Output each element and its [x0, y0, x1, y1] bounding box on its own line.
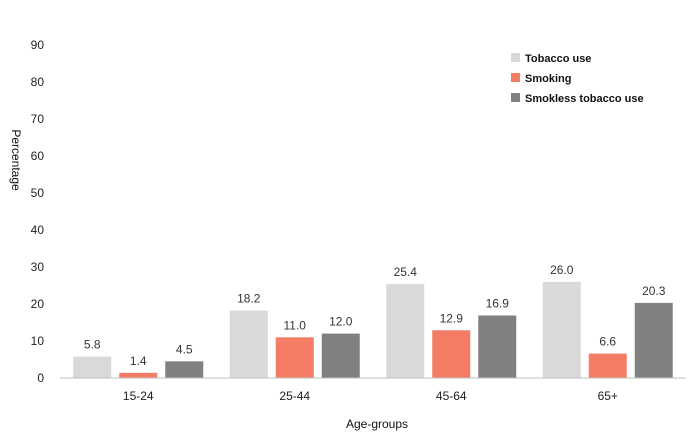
y-tick-label: 10 — [31, 334, 45, 348]
bar-smoking-65+ — [588, 353, 627, 378]
data-label: 6.6 — [599, 335, 616, 349]
y-tick-label: 0 — [37, 371, 44, 385]
bar-tobacco-use-45-64 — [386, 284, 425, 378]
y-tick-label: 40 — [31, 223, 45, 237]
x-tick-label: 45-64 — [436, 389, 467, 403]
legend-label: Tobacco use — [525, 53, 591, 65]
y-axis-title: Percentage — [9, 129, 23, 191]
data-label: 16.9 — [486, 296, 510, 310]
legend-label: Smoking — [525, 73, 571, 85]
data-label: 18.2 — [237, 292, 261, 306]
y-axis-ticks: 0 10 20 30 40 50 60 70 80 90 — [31, 38, 45, 385]
y-tick-label: 90 — [31, 38, 45, 52]
data-labels: 5.8 1.4 4.5 18.2 11.0 12.0 25.4 12.9 16.9 26.0 6.6… — [84, 263, 666, 368]
x-tick-label: 15-24 — [123, 389, 154, 403]
y-tick-label: 60 — [31, 149, 45, 163]
data-label: 26.0 — [550, 263, 574, 277]
bar-tobacco-use-65+ — [542, 281, 581, 378]
data-label: 1.4 — [130, 354, 147, 368]
bar-smoking-25-44 — [275, 337, 314, 378]
y-tick-label: 70 — [31, 112, 45, 126]
x-tick-label: 65+ — [598, 389, 618, 403]
legend-swatch — [511, 73, 520, 82]
data-label: 12.9 — [440, 311, 464, 325]
bar-smoking-45-64 — [432, 330, 471, 378]
data-label: 25.4 — [394, 265, 418, 279]
x-axis-ticks: 15-24 25-44 45-64 65+ — [123, 389, 618, 403]
bar-smokless-tobacco-use-45-64 — [478, 315, 517, 378]
y-tick-label: 20 — [31, 297, 45, 311]
data-label: 4.5 — [176, 342, 193, 356]
data-label: 5.8 — [84, 338, 101, 352]
x-tick-label: 25-44 — [279, 389, 310, 403]
y-tick-label: 50 — [31, 186, 45, 200]
legend-swatch — [511, 53, 520, 62]
bar-smokless-tobacco-use-65+ — [634, 302, 673, 378]
y-tick-label: 80 — [31, 75, 45, 89]
x-axis-title: Age-groups — [346, 417, 408, 431]
legend: Tobacco use Smoking Smokless tobacco use — [511, 53, 644, 105]
data-label: 20.3 — [642, 284, 666, 298]
bars — [73, 281, 673, 378]
data-label: 12.0 — [329, 315, 353, 329]
bar-tobacco-use-25-44 — [229, 310, 268, 378]
legend-label: Smokless tobacco use — [525, 93, 644, 105]
legend-swatch — [511, 93, 520, 102]
bar-smokless-tobacco-use-15-24 — [165, 361, 204, 378]
y-tick-label: 30 — [31, 260, 45, 274]
bar-smokless-tobacco-use-25-44 — [321, 333, 360, 378]
bar-tobacco-use-15-24 — [73, 356, 112, 378]
data-label: 11.0 — [284, 318, 307, 332]
bar-smoking-15-24 — [119, 372, 158, 378]
